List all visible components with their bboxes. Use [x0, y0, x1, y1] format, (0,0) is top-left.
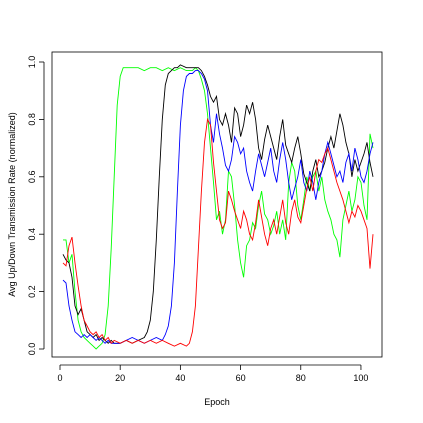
x-tick-label: 20 [115, 373, 125, 383]
x-tick-label: 0 [57, 373, 62, 383]
y-axis-label: Avg Up/Down Transmission Rate (normalize… [7, 112, 17, 296]
x-tick-label: 80 [296, 373, 306, 383]
x-tick-label: 60 [236, 373, 246, 383]
series-line-1 [63, 67, 374, 350]
x-axis-label: Epoch [204, 397, 230, 407]
y-tick-label: 1.0 [27, 56, 37, 69]
y-tick-label: 0.0 [27, 343, 37, 356]
axes: 0 20 40 60 80 100 0.0 0.2 0.4 0.6 0.8 1.0 [27, 56, 368, 383]
y-tick-label: 0.4 [27, 228, 37, 241]
series-line-2 [62, 64, 374, 344]
x-tick-label: 100 [353, 373, 368, 383]
x-tick-label: 40 [175, 373, 185, 383]
series-lines [62, 64, 374, 350]
series-line-4 [62, 117, 374, 347]
y-tick-label: 0.8 [27, 113, 37, 126]
y-tick-label: 0.2 [27, 285, 37, 298]
y-tick-label: 0.6 [27, 171, 37, 184]
plot-frame [51, 51, 383, 358]
